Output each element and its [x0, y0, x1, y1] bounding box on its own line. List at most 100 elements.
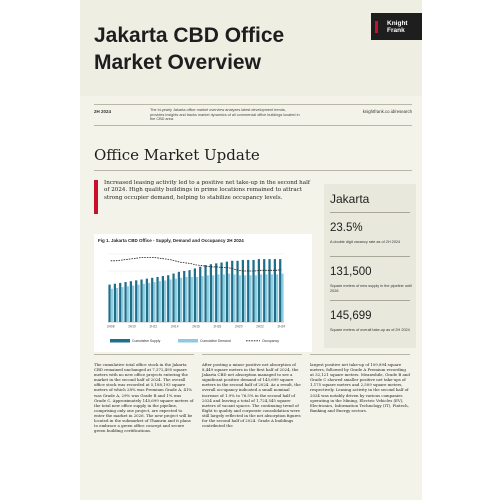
demand-bar: [217, 274, 220, 322]
x-tick-label: 2H12: [150, 325, 158, 329]
demand-bar: [206, 275, 209, 322]
x-tick-label: 2H16: [192, 325, 200, 329]
legend-occupancy-label: Occupancy: [262, 339, 279, 343]
demand-bar: [212, 275, 215, 322]
kpi-vacancy-value: 23.5%: [330, 222, 363, 234]
demand-bar: [142, 283, 145, 322]
demand-bar: [260, 274, 263, 322]
x-tick-label: 2H20: [235, 325, 243, 329]
demand-bar: [270, 274, 273, 322]
legend-demand-label: Cumulative Demand: [200, 339, 231, 343]
demand-bar: [238, 275, 241, 322]
supply-bar: [129, 281, 132, 322]
x-tick-label: 2H08: [107, 325, 115, 329]
supply-bar: [199, 266, 202, 322]
column-divider: [310, 354, 410, 355]
knight-frank-logo: Knight Frank: [371, 13, 422, 40]
supply-bar: [177, 271, 180, 322]
supply-bar: [145, 278, 148, 322]
demand-bar: [137, 284, 140, 322]
demand-bar: [164, 280, 167, 322]
kpi-supply-desc: Square meters of new supply in the pipel…: [330, 284, 412, 293]
supply-bar: [156, 276, 159, 322]
demand-bar: [121, 287, 124, 322]
kpi-takeup-desc: Square meters of overall take-up as of 2…: [330, 328, 410, 332]
demand-bar: [110, 288, 113, 322]
supply-bar: [204, 265, 207, 322]
x-tick-label: 2H24: [278, 325, 286, 329]
body-column-1: The cumulative total office stock in the…: [94, 362, 194, 434]
kpi-divider: [330, 300, 410, 301]
x-tick-label: 2H10: [128, 325, 136, 329]
demand-bar: [126, 286, 129, 322]
demand-bar: [196, 276, 199, 322]
legend-supply-swatch: [110, 339, 130, 343]
occupancy-line: [110, 256, 282, 272]
logo-line-1: Knight: [387, 19, 408, 27]
demand-bar: [153, 282, 156, 322]
demand-bar: [244, 275, 247, 322]
report-period: 2H 2024: [94, 109, 112, 114]
column-divider: [94, 354, 194, 355]
section-lede: Increased leasing activity led to a posi…: [104, 180, 310, 201]
supply-bar: [241, 259, 244, 322]
body-column-3: largest positive net take-up of 109,894 …: [310, 362, 410, 413]
report-page: Jakarta CBD Office Market Overview Knigh…: [80, 0, 422, 500]
quote-accent-bar: [94, 180, 98, 214]
supply-bar: [183, 271, 186, 322]
supply-bar: [108, 284, 111, 322]
kpi-vacancy-desc: A double digit vacancy rate as of 2H 202…: [330, 240, 401, 244]
supply-bar: [188, 270, 191, 322]
chart-title: Fig 1. Jakarta CBD Office - Supply, Dema…: [98, 238, 244, 243]
chart-panel: 2H08 2H10 2H12 2H14 2H16 2H18 2H20 2H22 2H24 Cumu…: [94, 234, 312, 352]
supply-bar: [119, 282, 122, 322]
section-divider: [94, 170, 412, 171]
report-title: Jakarta CBD Office Market Overview: [94, 24, 285, 74]
demand-bar: [158, 281, 161, 322]
supply-bar: [167, 275, 170, 322]
demand-bar: [148, 282, 151, 322]
supply-bar: [257, 259, 260, 322]
x-tick-label: 2H22: [256, 325, 264, 329]
supply-bar: [236, 260, 239, 322]
logo-mark-icon: [375, 20, 384, 33]
demand-bar: [201, 276, 204, 322]
supply-bar: [135, 280, 138, 322]
supply-bar: [268, 259, 271, 322]
supply-bar: [247, 259, 250, 322]
x-tick-label: 2H18: [214, 325, 222, 329]
column-divider: [202, 354, 302, 355]
demand-bar: [254, 275, 257, 322]
supply-bar: [220, 262, 223, 322]
demand-bar: [180, 277, 183, 322]
demand-bar: [281, 273, 284, 322]
demand-bar: [228, 273, 231, 322]
kpi-divider: [330, 256, 410, 257]
supply-bar: [193, 268, 196, 322]
section-title: Office Market Update: [94, 146, 260, 164]
logo-line-2: Frank: [387, 26, 405, 34]
website-link[interactable]: knightfrank.co.id/research: [362, 109, 412, 114]
supply-bar: [215, 263, 218, 322]
supply-bar: [209, 264, 212, 322]
supply-bar: [161, 276, 164, 322]
supply-bar: [273, 259, 276, 322]
legend-supply-label: Cumulative Supply: [132, 339, 161, 343]
kpi-takeup-value: 145,699: [330, 310, 372, 322]
supply-bar: [279, 259, 282, 322]
kpi-supply-value: 131,500: [330, 266, 372, 278]
supply-demand-chart: 2H08 2H10 2H12 2H14 2H16 2H18 2H20 2H22 2H24 Cumu…: [107, 253, 286, 343]
demand-bar: [249, 275, 252, 322]
demand-bar: [265, 274, 268, 322]
demand-bar: [116, 288, 119, 322]
report-header: Jakarta CBD Office Market Overview Knigh…: [80, 0, 422, 96]
supply-bar: [124, 282, 127, 322]
demand-bar: [169, 279, 172, 322]
supply-bar: [225, 261, 228, 322]
demand-bar: [276, 274, 279, 322]
body-column-2: After posting a minor positive net absor…: [202, 362, 301, 429]
demand-bar: [190, 276, 193, 322]
kpi-heading: Jakarta: [330, 192, 370, 206]
legend-demand-swatch: [178, 339, 198, 343]
supply-bar: [113, 283, 116, 322]
